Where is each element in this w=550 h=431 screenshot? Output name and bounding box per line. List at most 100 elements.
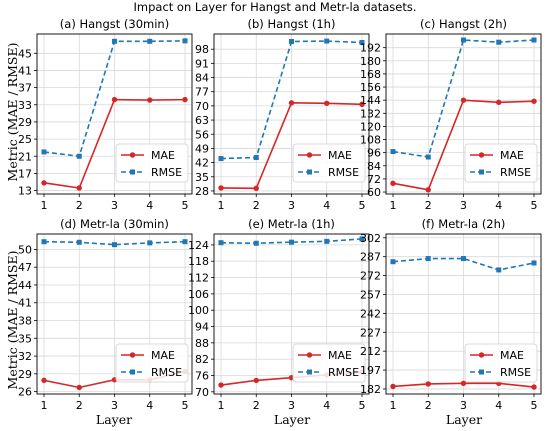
y-tick-label: 118 [188,255,209,268]
x-tick-label: 4 [323,399,330,412]
data-point-mae [359,101,365,107]
panel-title: (e) Metr-la (1h) [248,217,335,231]
data-point-rmse [218,156,224,162]
y-tick-label: 32 [18,350,32,363]
data-point-rmse [496,267,502,273]
y-tick-label: 302 [360,232,381,245]
x-tick-label: 5 [531,399,538,412]
legend-marker [479,169,484,175]
panel-title: (b) Hangst (1h) [248,17,336,31]
x-tick-label: 1 [218,399,225,412]
data-point-mae [218,382,224,388]
y-tick-label: 13 [18,185,32,198]
y-tick-label: 84 [195,72,209,85]
data-point-rmse [324,38,330,44]
y-tick-label: 37 [18,82,32,95]
y-tick-label: 124 [188,239,209,252]
x-tick-label: 3 [460,399,467,412]
y-tick-label: 60 [367,186,381,199]
x-tick-label: 5 [359,399,366,412]
y-tick-label: 76 [195,369,209,382]
data-point-rmse [496,39,502,45]
y-tick-label: 132 [360,107,381,120]
y-tick-label: 88 [195,337,209,350]
series-line-rmse [392,39,535,158]
legend-marker [130,369,135,375]
legend: MAE RMSE [464,343,538,383]
x-tick-label: 3 [288,399,295,412]
panel-title: (f) Metr-la (2h) [422,217,506,231]
data-point-rmse [76,153,82,159]
legend-marker [478,152,485,158]
x-axis-label-2: Layer [274,412,310,427]
x-tick-label: 1 [41,399,48,412]
legend: MAE RMSE [292,143,366,183]
y-axis-label-top: Metric (MAE / RMSE) [5,43,20,182]
data-point-rmse [253,155,259,161]
legend: MAE RMSE [292,343,366,383]
y-tick-label: 108 [360,134,381,147]
data-point-mae [390,180,396,186]
data-point-rmse [182,239,188,245]
legend-label: RMSE [151,166,182,179]
y-tick-label: 41 [18,64,32,77]
y-tick-label: 25 [18,133,32,146]
y-tick-label: 56 [195,128,209,141]
x-tick-label: 1 [218,199,225,212]
chart-panel: 70 76 82 88 94 100 106 112 118 124 1 2 3 4 5 (e) Metr-l… [188,217,370,412]
legend-label: MAE [500,149,524,162]
y-tick-label: 47 [18,261,32,274]
y-tick-label: 272 [360,270,381,283]
y-tick-label: 26 [18,386,32,399]
y-tick-label: 100 [188,304,209,317]
data-point-rmse [461,37,466,43]
data-point-rmse [359,236,365,242]
legend-marker [307,169,312,175]
legend-label: MAE [151,149,175,162]
x-tick-label: 2 [425,199,432,212]
data-point-rmse [390,259,396,265]
x-tick-label: 4 [146,199,153,212]
y-tick-label: 77 [195,86,209,99]
y-tick-label: 182 [360,383,381,396]
y-tick-label: 50 [18,243,32,256]
data-point-rmse [76,239,82,245]
panel-title: (d) Metr-la (30min) [60,217,169,231]
data-point-rmse [425,154,431,160]
x-tick-label: 2 [253,199,260,212]
data-point-rmse [147,38,153,44]
x-tick-label: 5 [531,199,538,212]
data-point-mae [531,98,537,104]
legend-marker [306,152,313,158]
legend-label: MAE [500,349,524,362]
y-tick-label: 17 [18,167,32,180]
data-point-mae [496,99,502,106]
x-tick-label: 2 [76,399,83,412]
data-point-mae [425,187,431,193]
x-axis-label-1: Layer [96,412,132,427]
legend-marker [479,369,484,375]
data-point-rmse [425,256,431,262]
legend: MAE RMSE [115,343,189,383]
panel-title: (a) Hangst (30min) [60,17,169,31]
x-tick-label: 5 [359,199,366,212]
x-tick-label: 1 [41,199,48,212]
x-tick-label: 2 [425,399,432,412]
y-tick-label: 112 [188,272,209,285]
x-tick-label: 3 [288,199,295,212]
data-point-mae [460,97,467,103]
legend: MAE RMSE [115,143,189,183]
data-point-mae [324,100,330,106]
y-tick-label: 35 [18,332,32,345]
data-point-mae [390,383,396,390]
legend-label: MAE [328,149,352,162]
legend-label: RMSE [328,366,359,379]
chart-panel: 182 197 212 227 242 257 272 287 302 1 2 3 4 5 (f) Metr… [360,217,542,412]
x-tick-label: 5 [182,199,189,212]
x-tick-label: 5 [182,399,189,412]
y-tick-label: 28 [195,185,209,198]
y-tick-label: 98 [195,43,209,56]
